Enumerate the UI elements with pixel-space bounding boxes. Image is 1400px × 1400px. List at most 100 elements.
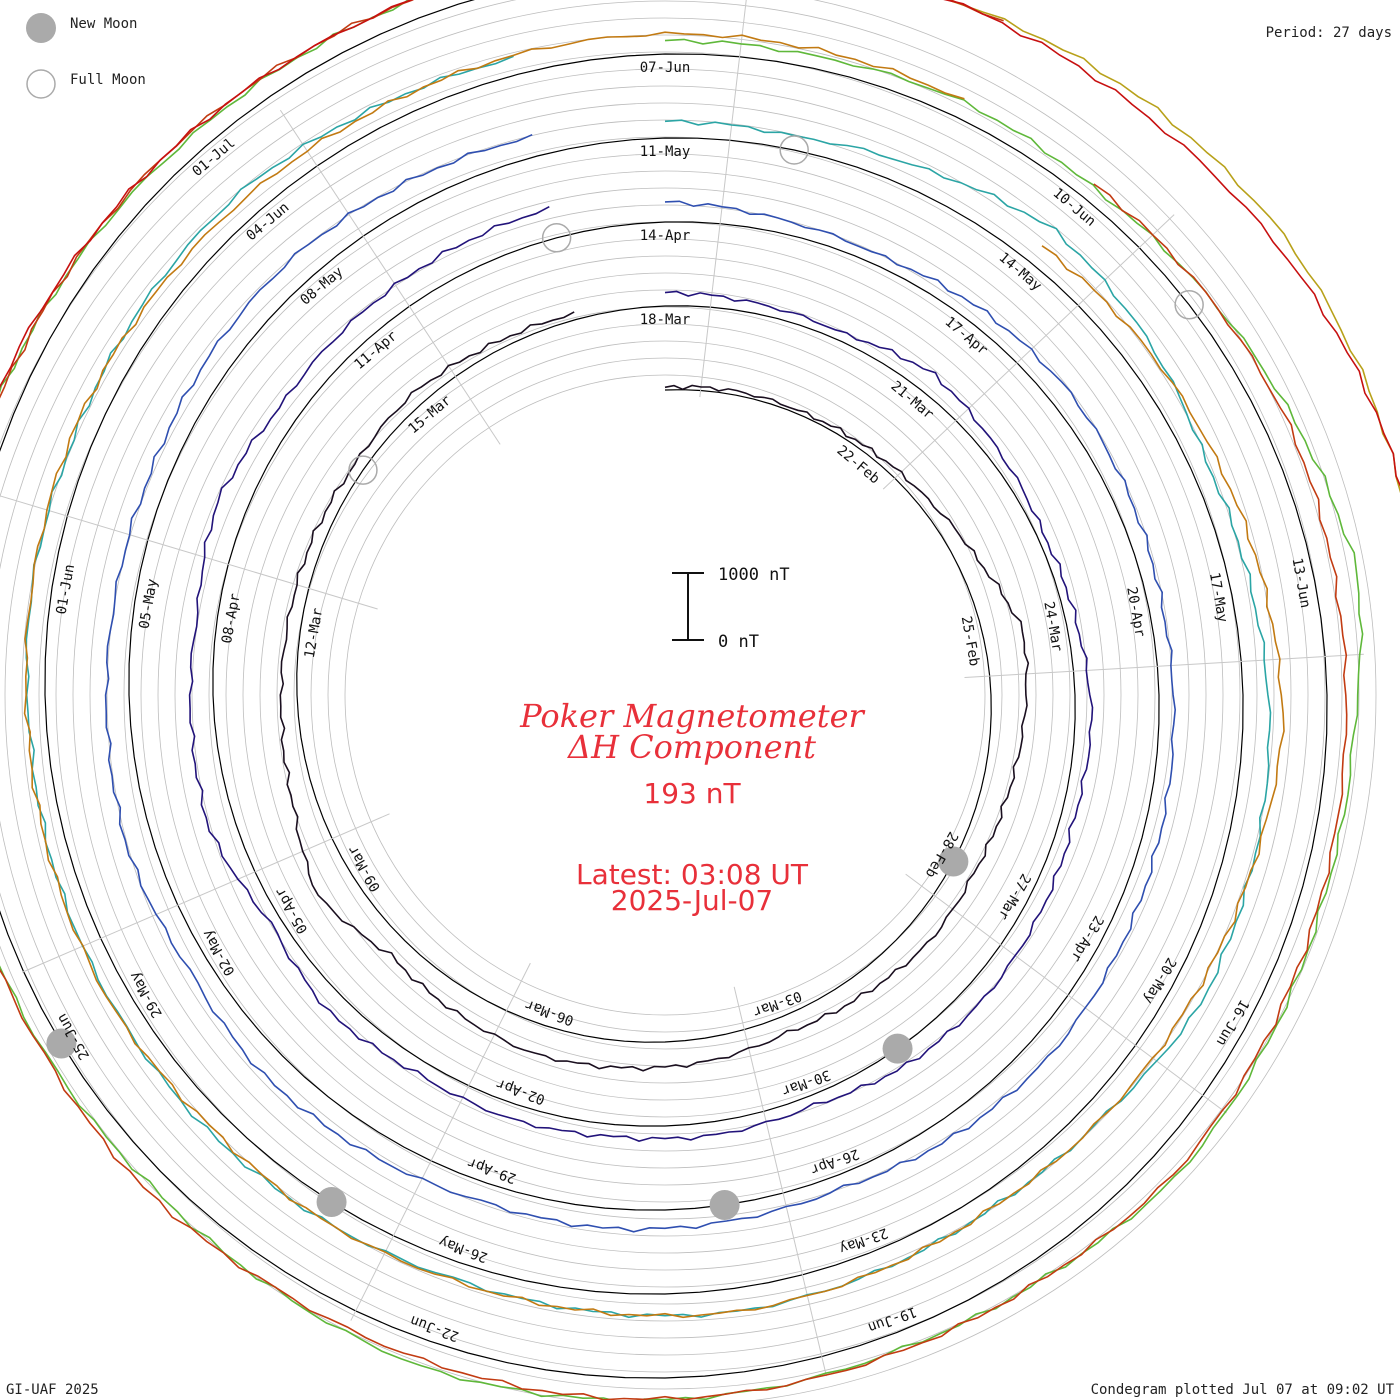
- scale-bar-top-label: 1000 nT: [718, 565, 790, 585]
- date-label: 09-Mar: [345, 843, 384, 895]
- grid-ring: [21, 51, 1309, 1339]
- date-label: 01-Jun: [54, 563, 79, 616]
- new-moon-label: New Moon: [70, 16, 137, 32]
- date-label: 14-Apr: [640, 228, 691, 244]
- trace-series: [0, 0, 1400, 487]
- grid-ring: [174, 204, 1156, 1186]
- grid-spoke: [905, 873, 1227, 1114]
- date-label: 30-Mar: [780, 1066, 833, 1098]
- date-label: 17-Apr: [942, 314, 991, 359]
- date-label: 08-May: [297, 264, 346, 309]
- new-moon-icon: [26, 13, 56, 43]
- date-label: 29-Apr: [466, 1154, 519, 1186]
- grid-ring: [0, 0, 1360, 1390]
- date-label: 13-Jun: [1289, 557, 1314, 610]
- date-label: 18-Mar: [640, 312, 691, 328]
- date-label: 06-Mar: [523, 996, 576, 1028]
- grid-ring: [293, 323, 1037, 1067]
- grid-ring: [157, 187, 1173, 1203]
- date-label: 12-Mar: [302, 607, 327, 660]
- date-label: 23-May: [837, 1224, 890, 1256]
- grid-ring: [191, 221, 1139, 1169]
- date-label: 22-Jun: [408, 1312, 461, 1344]
- grid-ring: [310, 340, 1020, 1050]
- date-label: 21-Mar: [888, 378, 937, 423]
- date-label: 22-Feb: [834, 443, 883, 488]
- new-moon-marker: [938, 846, 969, 877]
- trace-series: [279, 311, 1030, 1072]
- trace-series: [104, 133, 1177, 1233]
- date-label: 17-May: [1206, 571, 1231, 624]
- date-label: 26-May: [437, 1233, 490, 1265]
- grid-ring: [327, 357, 1003, 1033]
- full-moon-marker: [779, 135, 809, 165]
- chart-subtitle: ΔH Component: [566, 728, 816, 766]
- trace-series: [0, 0, 1364, 1400]
- grid-ring: [225, 255, 1105, 1135]
- footer-credit: GI-UAF 2025: [6, 1382, 99, 1398]
- trace-series: [945, 0, 1400, 494]
- latest-date: 2025-Jul-07: [611, 884, 773, 917]
- date-label: 29-May: [127, 969, 166, 1021]
- new-moon-marker: [709, 1189, 740, 1220]
- moon-markers: [46, 135, 1204, 1220]
- scale-bar-bottom-label: 0 nT: [718, 632, 759, 652]
- period-label: Period: 27 days: [1266, 25, 1392, 41]
- trace-series: [23, 31, 1285, 1319]
- grid-ring: [344, 374, 986, 1016]
- new-moon-marker: [882, 1033, 913, 1064]
- grid-ring: [0, 17, 1343, 1373]
- grid-ring: [38, 68, 1292, 1322]
- grid-ring: [72, 102, 1258, 1288]
- date-label: 08-Apr: [219, 592, 244, 645]
- grid-spoke: [22, 813, 390, 973]
- date-label: 27-Mar: [994, 871, 1033, 923]
- grid-spoke: [882, 214, 1175, 490]
- date-label: 10-Jun: [1050, 185, 1099, 230]
- grid-ring: [4, 34, 1326, 1356]
- full-moon-marker: [1174, 290, 1204, 320]
- date-label: 19-Jun: [866, 1303, 919, 1335]
- trace-series: [25, 55, 1272, 1319]
- grid-ring: [276, 306, 1054, 1084]
- grid-ring: [106, 136, 1224, 1254]
- date-label: 11-May: [640, 144, 691, 160]
- grid-ring: [55, 85, 1275, 1305]
- full-moon-marker: [348, 455, 378, 485]
- grid-ring: [208, 238, 1122, 1152]
- full-moon-label: Full Moon: [70, 72, 146, 88]
- full-moon-marker: [541, 223, 572, 253]
- date-label: 24-Mar: [1040, 600, 1065, 653]
- grid-ring: [123, 153, 1207, 1237]
- date-label: 23-Apr: [1067, 913, 1106, 965]
- baseline-spiral: [0, 0, 1328, 1379]
- grid-ring: [89, 119, 1241, 1271]
- current-value: 193 nT: [643, 777, 741, 810]
- new-moon-marker: [316, 1186, 347, 1217]
- grid-ring: [259, 289, 1071, 1101]
- grid-ring: [140, 170, 1190, 1220]
- grid-ring: [242, 272, 1088, 1118]
- trace-series: [0, 0, 1348, 1400]
- grid-spoke: [279, 109, 501, 445]
- latest-time: Latest: 03:08 UT: [576, 858, 809, 891]
- grid-spoke: [733, 986, 827, 1377]
- date-label: 05-May: [136, 578, 161, 631]
- date-label: 03-Mar: [751, 987, 804, 1019]
- grid-spoke: [0, 495, 378, 610]
- date-label: 25-Feb: [958, 615, 983, 668]
- full-moon-icon: [26, 69, 56, 99]
- date-label: 01-Jul: [189, 135, 238, 180]
- chart-title: Poker Magnetometer: [519, 697, 865, 735]
- date-label: 04-Jun: [243, 199, 292, 244]
- grid-spoke: [350, 962, 531, 1321]
- footer-plotted: Condegram plotted Jul 07 at 09:02 UT: [1091, 1382, 1395, 1398]
- trace-series: [188, 205, 1094, 1142]
- grid-spoke: [699, 0, 747, 398]
- new-moon-marker: [46, 1028, 77, 1059]
- date-label: 07-Jun: [640, 60, 691, 76]
